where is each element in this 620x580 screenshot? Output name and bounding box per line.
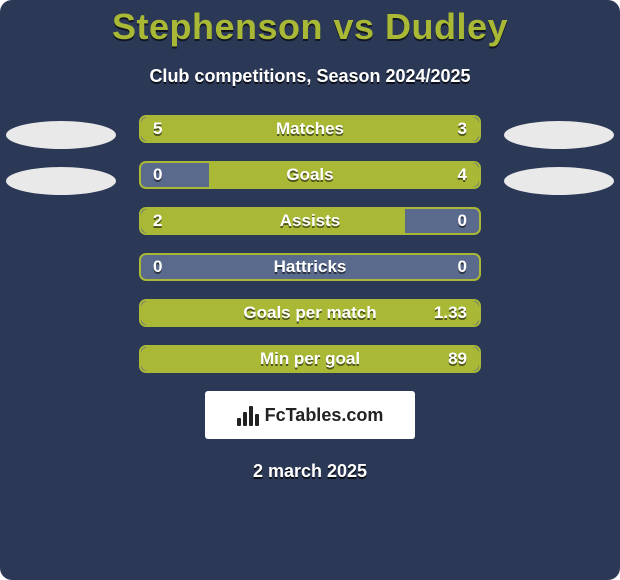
stat-label: Goals [286, 165, 333, 185]
stat-left-value: 0 [153, 165, 162, 185]
bars-container: 5 Matches 3 0 Goals 4 2 Assists 0 [139, 115, 481, 373]
stat-left-value: 5 [153, 119, 162, 139]
comparison-card: Stephenson vs Dudley Club competitions, … [0, 0, 620, 580]
page-title: Stephenson vs Dudley [0, 6, 620, 48]
player1-badge-2 [6, 167, 116, 195]
player2-badge-2 [504, 167, 614, 195]
stat-row: Goals per match 1.33 [139, 299, 481, 327]
stat-left-value: 2 [153, 211, 162, 231]
stat-right-value: 89 [448, 349, 467, 369]
stat-right-value: 1.33 [434, 303, 467, 323]
stat-right-value: 4 [458, 165, 467, 185]
player1-badge-1 [6, 121, 116, 149]
content: 5 Matches 3 0 Goals 4 2 Assists 0 [0, 115, 620, 482]
player2-badge-1 [504, 121, 614, 149]
brand-badge[interactable]: FcTables.com [205, 391, 415, 439]
stat-row: 0 Hattricks 0 [139, 253, 481, 281]
bar-fill-right [209, 163, 479, 187]
stat-right-value: 3 [458, 119, 467, 139]
stat-label: Goals per match [243, 303, 376, 323]
stat-row: 2 Assists 0 [139, 207, 481, 235]
stat-row: 5 Matches 3 [139, 115, 481, 143]
date-label: 2 march 2025 [0, 461, 620, 482]
bar-fill-left [141, 209, 405, 233]
brand-text: FcTables.com [265, 405, 384, 426]
stat-row: 0 Goals 4 [139, 161, 481, 189]
stat-label: Hattricks [274, 257, 347, 277]
stat-right-value: 0 [458, 257, 467, 277]
stat-label: Matches [276, 119, 344, 139]
stat-label: Min per goal [260, 349, 360, 369]
stat-row: Min per goal 89 [139, 345, 481, 373]
stat-right-value: 0 [458, 211, 467, 231]
bar-chart-icon [237, 404, 259, 426]
subtitle: Club competitions, Season 2024/2025 [0, 66, 620, 87]
stat-label: Assists [280, 211, 340, 231]
stat-left-value: 0 [153, 257, 162, 277]
